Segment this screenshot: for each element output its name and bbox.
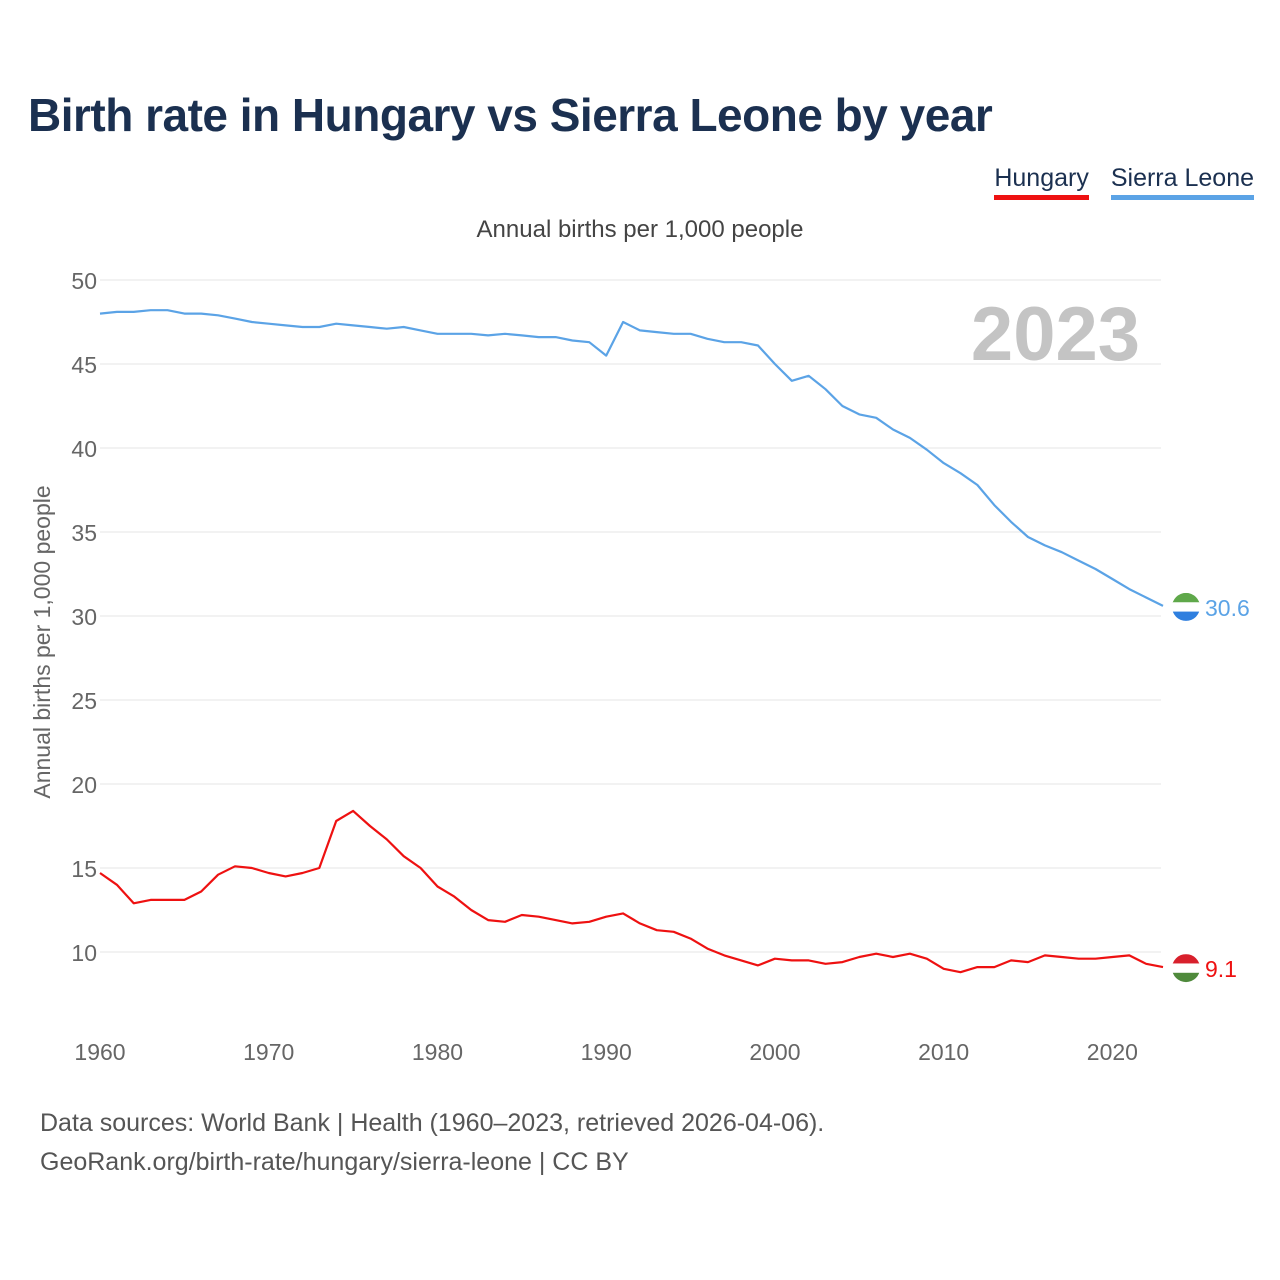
x-tick-label: 2010 xyxy=(918,1039,969,1065)
x-tick-label: 1960 xyxy=(74,1039,125,1065)
y-tick-label: 35 xyxy=(71,520,97,546)
year-watermark: 2023 xyxy=(971,292,1140,377)
hungary-flag xyxy=(1172,954,1200,983)
y-tick-label: 25 xyxy=(71,688,97,714)
y-tick-label: 10 xyxy=(71,940,97,966)
flag-stripe xyxy=(1172,592,1200,603)
chart-title: Birth rate in Hungary vs Sierra Leone by… xyxy=(28,89,993,141)
flag-stripe xyxy=(1172,972,1200,983)
series-line-sierra-leone xyxy=(99,309,1164,607)
line-chart: 10 15 20 25 30 35 40 45 50 1960 1970 1980 1990 2000 20… xyxy=(29,268,1250,1065)
flag-stripe xyxy=(1172,602,1200,613)
legend-item-sierra-leone[interactable]: Sierra Leone xyxy=(1110,164,1254,200)
x-tick-label: 1980 xyxy=(412,1039,463,1065)
sierra-leone-flag xyxy=(1172,592,1200,621)
y-tick-label: 15 xyxy=(71,856,97,882)
y-tick-label: 30 xyxy=(71,604,97,630)
data-source-note: Data sources: World Bank | Health (1960–… xyxy=(40,1109,825,1137)
x-tick-label: 2020 xyxy=(1087,1039,1138,1065)
series-line-hungary xyxy=(99,809,1164,974)
y-tick-label: 45 xyxy=(71,352,97,378)
x-tick-label: 1970 xyxy=(243,1039,294,1065)
end-value-label-hungary: 9.1 xyxy=(1205,956,1237,982)
x-tick-label: 1990 xyxy=(581,1039,632,1065)
y-tick-label: 40 xyxy=(71,436,97,462)
footer: Data sources: World Bank | Health (1960–… xyxy=(40,1104,824,1182)
end-value-label-sierra-leone: 30.6 xyxy=(1205,595,1250,621)
legend: Hungary Sierra Leone xyxy=(994,164,1254,200)
flag-stripe xyxy=(1172,954,1200,964)
legend-item-hungary[interactable]: Hungary xyxy=(994,164,1089,200)
chart-subtitle: Annual births per 1,000 people xyxy=(476,216,804,243)
y-tick-label: 20 xyxy=(71,772,97,798)
flag-stripe xyxy=(1172,963,1200,974)
x-tick-label: 2000 xyxy=(749,1039,800,1065)
flag-stripe xyxy=(1172,611,1200,621)
attribution-link[interactable]: GeoRank.org/birth-rate/hungary/sierra-le… xyxy=(40,1148,629,1176)
y-axis-title: Annual births per 1,000 people xyxy=(29,485,55,798)
y-tick-label: 50 xyxy=(71,268,97,294)
